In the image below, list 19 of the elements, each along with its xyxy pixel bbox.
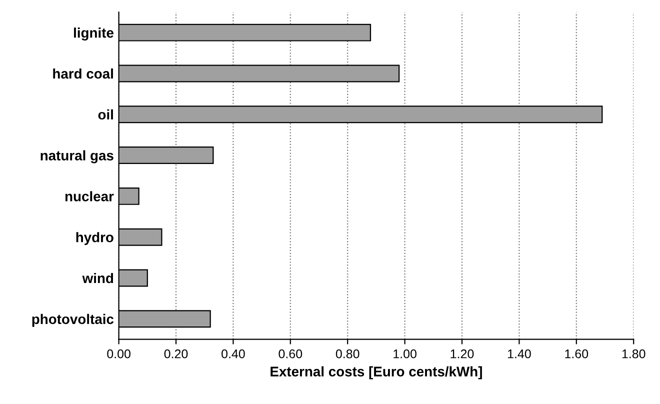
x-tick-label: 1.40 — [508, 349, 531, 358]
x-tick-label: 0.80 — [336, 349, 360, 358]
x-tick-label: 1.00 — [394, 349, 416, 358]
y-tick-label: hard coal — [53, 68, 113, 79]
x-tick-label: 0.60 — [278, 349, 302, 358]
x-tick-label: 1.20 — [450, 349, 474, 358]
y-tick-label: natural gas — [40, 150, 114, 164]
y-tick-label: hydro — [76, 232, 114, 246]
x-tick-label: 0.40 — [222, 349, 245, 358]
x-tick-label: 0.00 — [107, 349, 130, 358]
x-tick-label: 1.80 — [622, 349, 646, 358]
y-tick-label: wind — [82, 272, 114, 284]
x-tick-label: 1.60 — [565, 349, 588, 358]
y-tick-label: photovoltaic — [32, 314, 114, 327]
x-axis-title: External costs [Euro cents/kWh] — [270, 366, 482, 380]
y-tick-label: oil — [98, 109, 113, 120]
x-tick-label: 0.20 — [164, 349, 188, 358]
y-tick-label: nuclear — [65, 191, 114, 202]
y-tick-label: lignite — [74, 28, 114, 41]
